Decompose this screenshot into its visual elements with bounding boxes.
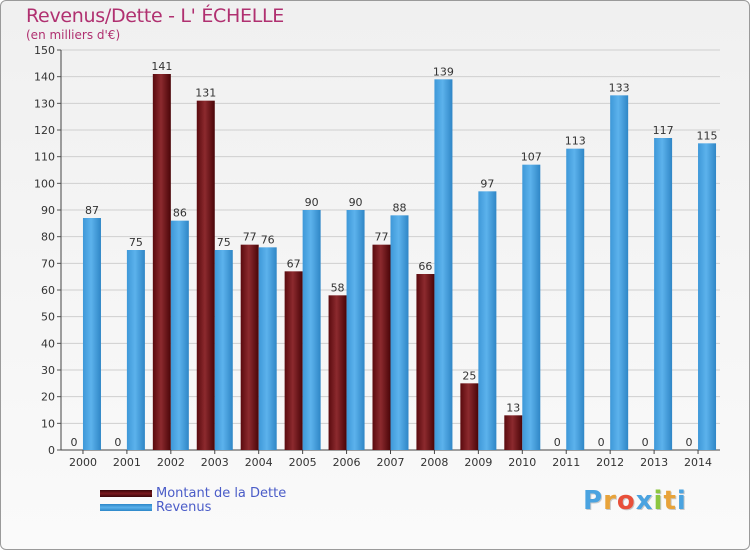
bar-revenue	[566, 148, 585, 450]
data-label-debt: 141	[151, 60, 172, 73]
proxiti-logo: Proxiti	[583, 486, 687, 516]
bar-debt	[416, 274, 435, 450]
bar-revenue	[258, 247, 277, 450]
data-label-debt: 0	[686, 436, 693, 449]
bar-revenue	[478, 191, 497, 451]
legend-label-revenue: Revenus	[156, 499, 212, 515]
data-label-debt: 77	[375, 231, 389, 244]
data-label-revenue: 107	[521, 151, 542, 164]
data-label-debt: 0	[70, 436, 77, 449]
data-label-revenue: 117	[653, 124, 674, 137]
bar-revenue	[214, 250, 233, 450]
x-tick-label: 2008	[420, 456, 448, 469]
data-label-revenue: 113	[565, 135, 586, 148]
x-tick-label: 2007	[377, 456, 405, 469]
chart-title: Revenus/Dette - L' ÉCHELLE	[26, 5, 284, 27]
data-label-revenue: 76	[261, 233, 275, 246]
x-tick-label: 2002	[157, 456, 185, 469]
bar-debt	[460, 383, 479, 450]
data-label-revenue: 88	[393, 201, 407, 214]
bar-revenue	[698, 143, 717, 451]
y-tick-label: 80	[41, 231, 55, 244]
x-tick-label: 2010	[508, 456, 536, 469]
data-label-revenue: 90	[349, 196, 363, 209]
x-tick-label: 2003	[201, 456, 229, 469]
x-tick-label: 2014	[684, 456, 712, 469]
x-tick-label: 2001	[113, 456, 141, 469]
bar-debt	[240, 244, 259, 450]
y-tick-label: 10	[41, 417, 55, 430]
bar-debt	[328, 295, 347, 450]
data-label-debt: 58	[331, 281, 345, 294]
y-tick-label: 120	[34, 124, 55, 137]
data-label-debt: 67	[287, 257, 301, 270]
data-label-revenue: 139	[433, 65, 454, 78]
y-tick-label: 60	[41, 284, 55, 297]
bar-debt	[284, 271, 303, 450]
bar-revenue	[522, 164, 541, 450]
y-tick-label: 0	[48, 444, 55, 457]
bar-revenue	[610, 95, 629, 450]
y-tick-label: 30	[41, 364, 55, 377]
y-tick-label: 90	[41, 204, 55, 217]
legend-label-debt: Montant de la Dette	[156, 485, 287, 501]
x-tick-label: 2009	[464, 456, 492, 469]
data-label-revenue: 86	[173, 207, 187, 220]
legend-item-debt: Montant de la Dette	[100, 485, 287, 501]
data-label-debt: 25	[462, 369, 476, 382]
y-tick-label: 20	[41, 391, 55, 404]
legend: Montant de la Dette Revenus	[100, 485, 287, 515]
data-label-debt: 0	[642, 436, 649, 449]
bar-revenue	[346, 210, 365, 450]
x-tick-label: 2011	[552, 456, 580, 469]
y-tick-label: 40	[41, 337, 55, 350]
bar-revenue	[434, 79, 453, 450]
data-label-debt: 0	[598, 436, 605, 449]
data-label-revenue: 87	[85, 204, 99, 217]
data-label-debt: 77	[243, 231, 257, 244]
bar-debt	[196, 100, 215, 451]
y-tick-label: 100	[34, 177, 55, 190]
data-label-revenue: 75	[217, 236, 231, 249]
legend-swatch-debt	[100, 489, 152, 497]
y-tick-label: 110	[34, 151, 55, 164]
data-label-debt: 13	[506, 401, 520, 414]
bar-revenue	[302, 210, 321, 450]
bar-debt	[504, 415, 523, 450]
data-label-revenue: 133	[609, 81, 630, 94]
x-tick-label: 2004	[245, 456, 273, 469]
data-label-debt: 131	[195, 87, 216, 100]
x-tick-label: 2005	[289, 456, 317, 469]
bar-revenue	[390, 215, 409, 450]
data-label-revenue: 90	[305, 196, 319, 209]
bar-debt	[152, 74, 171, 450]
x-tick-label: 2013	[640, 456, 668, 469]
chart-subtitle: (en milliers d'€)	[26, 28, 121, 42]
x-tick-label: 2000	[69, 456, 97, 469]
x-tick-label: 2006	[333, 456, 361, 469]
legend-item-revenue: Revenus	[100, 499, 286, 515]
y-tick-label: 70	[41, 257, 55, 270]
legend-swatch-revenue	[100, 503, 152, 511]
bar-revenue	[654, 138, 673, 450]
data-label-revenue: 75	[129, 236, 143, 249]
x-tick-label: 2012	[596, 456, 624, 469]
y-tick-label: 150	[34, 44, 55, 57]
bar-revenue	[126, 250, 145, 450]
y-tick-label: 130	[34, 97, 55, 110]
bar-revenue	[170, 220, 189, 450]
y-tick-label: 140	[34, 71, 55, 84]
bar-revenue	[82, 218, 101, 450]
data-label-revenue: 115	[697, 129, 718, 142]
bar-debt	[372, 244, 391, 450]
data-label-debt: 0	[114, 436, 121, 449]
y-tick-label: 50	[41, 311, 55, 324]
data-label-revenue: 97	[480, 177, 494, 190]
data-label-debt: 66	[418, 260, 432, 273]
data-label-debt: 0	[554, 436, 561, 449]
